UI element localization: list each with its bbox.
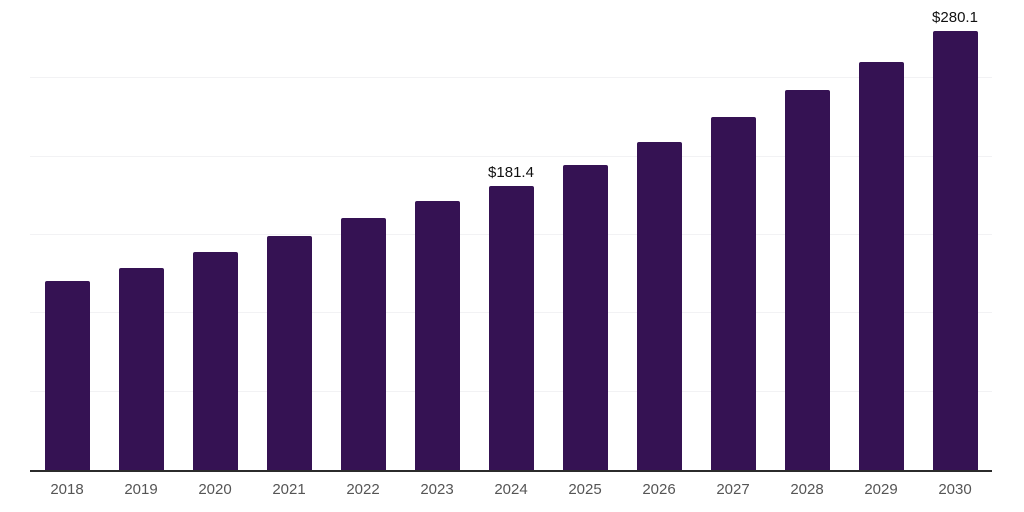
x-axis-tick-label: 2025: [568, 481, 602, 498]
x-axis-tick-label: 2022: [346, 481, 380, 498]
bar-column: [844, 0, 918, 470]
bar: [44, 281, 90, 470]
bar: [118, 267, 164, 470]
x-axis-tick-label: 2027: [716, 481, 750, 498]
x-axis-tick-label: 2019: [124, 481, 158, 498]
bar: [488, 185, 534, 470]
bar: [636, 141, 682, 470]
x-axis-tick-label: 2024: [494, 481, 528, 498]
bar-column: $181.4: [474, 0, 548, 470]
x-axis-tick-label: 2030: [938, 481, 972, 498]
bar-column: [252, 0, 326, 470]
x-axis-labels: 2018 2019 2020 2021 2022 2023 2024 2025 …: [30, 480, 992, 500]
bar: [340, 217, 386, 470]
bar: [266, 235, 312, 470]
x-axis-tick-label: 2028: [790, 481, 824, 498]
bar: [710, 116, 756, 470]
x-axis-tick-label: 2021: [272, 481, 306, 498]
bar-column: [622, 0, 696, 470]
bar: [414, 201, 460, 470]
bar-column: [696, 0, 770, 470]
gridline: [30, 155, 992, 157]
bar-column: [178, 0, 252, 470]
bar: [192, 252, 238, 470]
plot-area: $181.4 $280.1: [30, 0, 992, 472]
bar-column: $280.1: [918, 0, 992, 470]
bar: [858, 61, 904, 470]
x-axis-tick-label: 2018: [50, 481, 84, 498]
x-axis-tick-label: 2023: [420, 481, 454, 498]
x-axis-tick-label: 2029: [864, 481, 898, 498]
bar-column: [30, 0, 104, 470]
bar: [562, 164, 608, 470]
x-axis-tick-label: 2020: [198, 481, 232, 498]
gridline: [30, 77, 992, 79]
bar-column: [548, 0, 622, 470]
bar-value-label: $181.4: [488, 163, 534, 181]
bar-column: [326, 0, 400, 470]
bar-value-label: $280.1: [932, 9, 978, 27]
x-axis-tick-label: 2026: [642, 481, 676, 498]
bar-column: [400, 0, 474, 470]
bar: [784, 90, 830, 470]
bar: [932, 31, 978, 470]
bar-column: [770, 0, 844, 470]
bars-container: $181.4 $280.1: [30, 0, 992, 470]
bar-column: [104, 0, 178, 470]
